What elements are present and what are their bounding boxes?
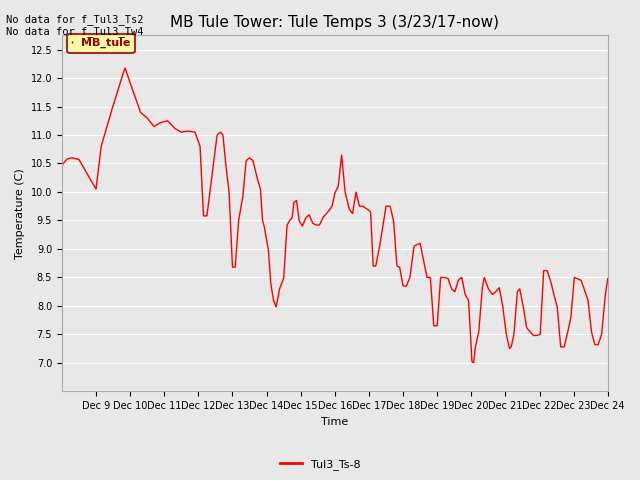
Legend: MB_tule: MB_tule: [67, 34, 134, 53]
X-axis label: Time: Time: [321, 417, 348, 427]
Y-axis label: Temperature (C): Temperature (C): [15, 168, 25, 259]
Text: No data for f_Tul3_Tw4: No data for f_Tul3_Tw4: [6, 26, 144, 37]
Legend: Tul3_Ts-8: Tul3_Ts-8: [275, 455, 365, 474]
Text: No data for f_Tul3_Ts2: No data for f_Tul3_Ts2: [6, 14, 144, 25]
Title: MB Tule Tower: Tule Temps 3 (3/23/17-now): MB Tule Tower: Tule Temps 3 (3/23/17-now…: [170, 15, 499, 30]
